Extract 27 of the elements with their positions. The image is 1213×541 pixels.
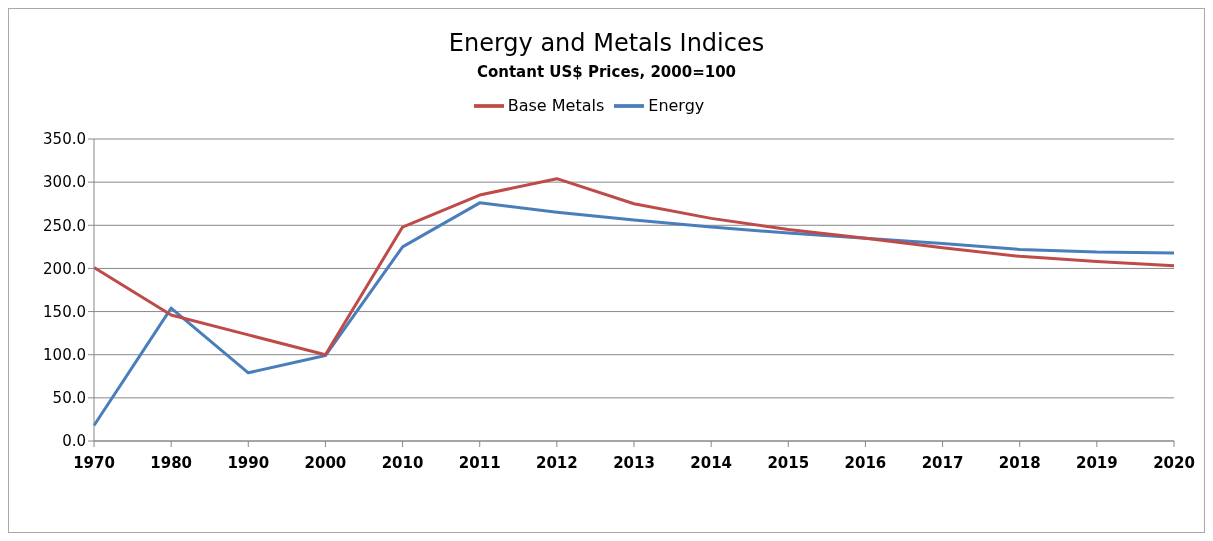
- legend-label: Energy: [648, 95, 705, 115]
- x-tick-label: 2020: [1153, 453, 1195, 472]
- y-tick-label: 50.0: [52, 389, 86, 408]
- chart-title: Energy and Metals Indices: [447, 29, 766, 57]
- legend-label: Base Metals: [507, 95, 605, 115]
- y-tick-label: 300.0: [43, 173, 86, 192]
- x-tick-label: 2015: [767, 453, 810, 472]
- x-tick-label: 2016: [844, 453, 887, 472]
- x-tick-label: 1970: [73, 453, 115, 472]
- x-tick-label: 2011: [458, 453, 501, 472]
- y-tick-label: 150.0: [43, 302, 86, 321]
- chart-subtitle: Contant US$ Prices, 2000=100: [475, 63, 738, 81]
- y-tick-label: 0.0: [62, 432, 86, 451]
- y-tick-label: 250.0: [43, 216, 86, 235]
- x-tick-label: 2019: [1075, 453, 1118, 472]
- x-tick-label: 2018: [998, 453, 1041, 472]
- x-tick-label: 2014: [690, 453, 733, 472]
- y-tick-label: 200.0: [43, 259, 86, 278]
- x-tick-label: 2012: [535, 453, 578, 472]
- y-tick-label: 350.0: [43, 130, 86, 149]
- x-tick-label: 2000: [304, 453, 347, 472]
- x-tick-label: 2013: [613, 453, 655, 472]
- y-tick-label: 100.0: [43, 346, 86, 365]
- x-tick-label: 1990: [227, 453, 270, 472]
- x-tick-label: 2010: [381, 453, 424, 472]
- x-tick-label: 1980: [150, 453, 193, 472]
- x-tick-label: 2017: [921, 453, 964, 472]
